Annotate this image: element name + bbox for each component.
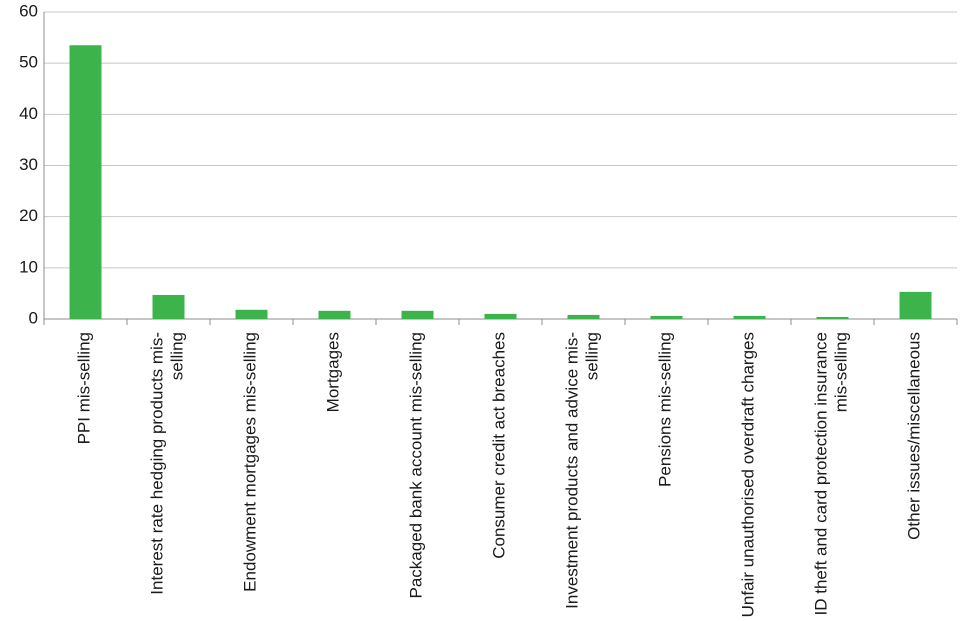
x-tick-label: Mortgages bbox=[324, 332, 343, 412]
bar bbox=[567, 314, 600, 319]
x-tick-label: Investment products and advice mis-selli… bbox=[563, 332, 602, 609]
y-tick-label: 10 bbox=[19, 257, 38, 276]
bar bbox=[235, 309, 268, 319]
y-tick-label: 30 bbox=[19, 155, 38, 174]
x-tick-label: ID theft and card protection insurancemi… bbox=[812, 332, 851, 616]
x-tick-label: Endowment mortgages mis-selling bbox=[241, 332, 260, 592]
x-tick-label: Other issues/miscellaneous bbox=[905, 332, 924, 540]
y-tick-label: 40 bbox=[19, 104, 38, 123]
bar bbox=[650, 315, 683, 319]
x-tick-label: PPI mis-selling bbox=[75, 332, 94, 444]
bar bbox=[899, 291, 932, 319]
bar bbox=[318, 310, 351, 319]
x-tick-label: Consumer credit act breaches bbox=[490, 332, 509, 559]
bar bbox=[816, 316, 849, 319]
y-tick-label: 20 bbox=[19, 206, 38, 225]
bar bbox=[69, 45, 102, 320]
bar bbox=[484, 313, 517, 319]
bar bbox=[401, 310, 434, 319]
bar bbox=[152, 294, 185, 319]
x-tick-label: Packaged bank account mis-selling bbox=[407, 332, 426, 598]
y-tick-label: 50 bbox=[19, 53, 38, 72]
bar bbox=[733, 315, 766, 319]
y-tick-label: 60 bbox=[19, 1, 38, 20]
x-tick-label: Unfair unauthorised overdraft charges bbox=[739, 332, 758, 617]
x-tick-label: Interest rate hedging products mis-selli… bbox=[148, 332, 187, 595]
x-tick-label: Pensions mis-selling bbox=[656, 332, 675, 487]
y-tick-label: 0 bbox=[29, 308, 38, 327]
